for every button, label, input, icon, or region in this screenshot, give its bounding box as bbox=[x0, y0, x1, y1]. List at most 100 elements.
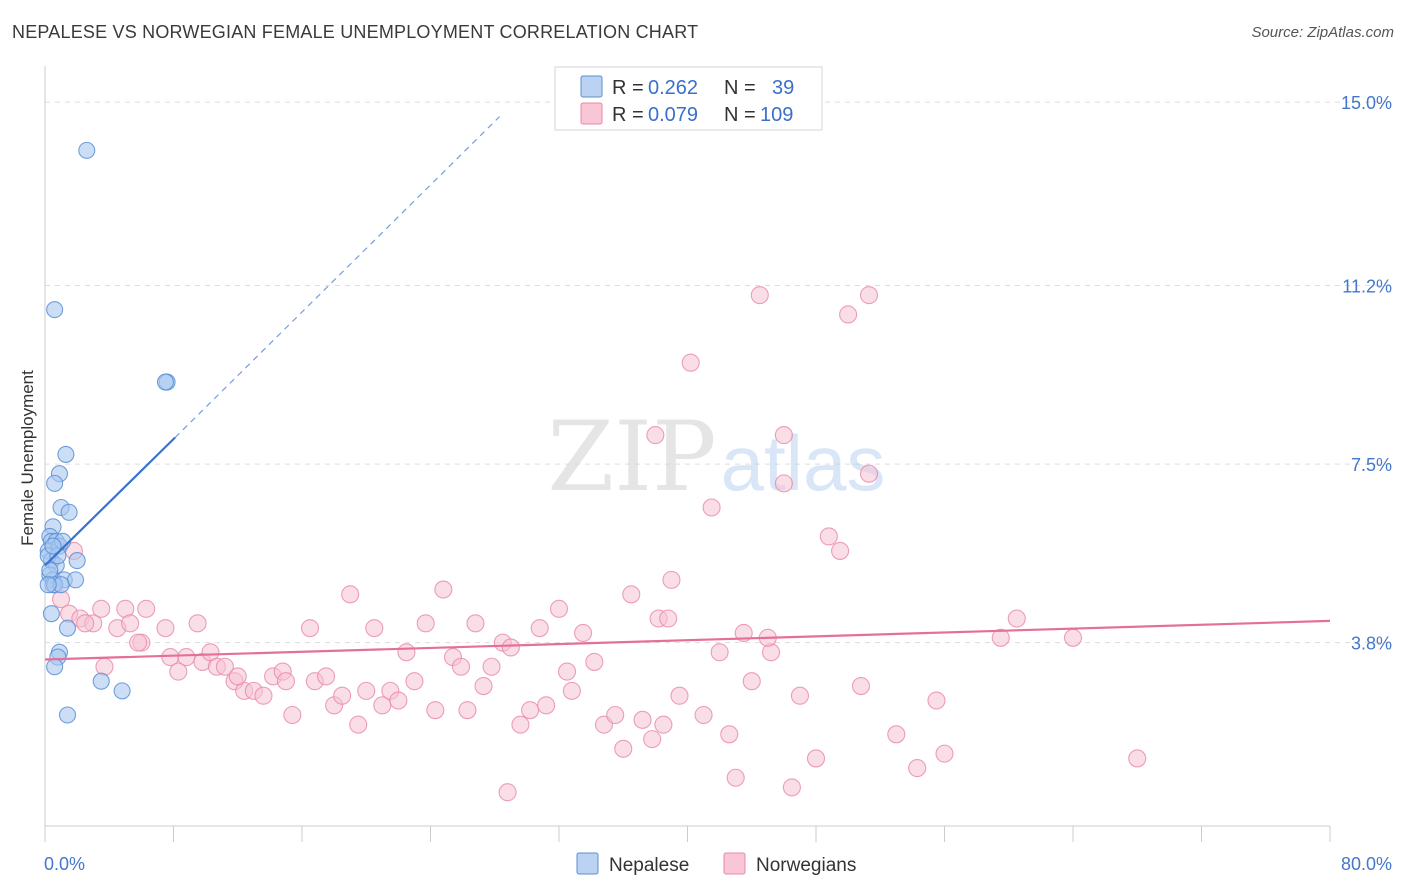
norwegians-point bbox=[129, 633, 148, 652]
norwegians-point bbox=[782, 778, 801, 797]
norwegians-point bbox=[76, 614, 95, 633]
norwegians-point bbox=[1128, 749, 1147, 768]
norwegians-point bbox=[537, 696, 556, 715]
norwegians-point bbox=[774, 426, 793, 445]
norwegians-point bbox=[574, 623, 593, 643]
x-tick-label-end: 80.0% bbox=[1341, 854, 1392, 874]
norwegians-point bbox=[670, 686, 689, 705]
norwegians-point bbox=[397, 643, 416, 662]
norwegians-point bbox=[451, 657, 471, 676]
norwegians-point bbox=[188, 614, 207, 633]
norwegians-point bbox=[389, 691, 408, 710]
norwegians-point bbox=[501, 638, 520, 657]
nepalese-trend-extension bbox=[174, 116, 500, 438]
nepalese-point bbox=[44, 537, 62, 555]
norwegians-point bbox=[530, 619, 549, 638]
norwegians-point bbox=[887, 725, 906, 744]
norwegians-point bbox=[1063, 628, 1083, 647]
norwegians-point bbox=[357, 681, 376, 700]
norwegians-point bbox=[851, 677, 871, 696]
norwegians-point bbox=[341, 585, 360, 604]
norwegians-point bbox=[819, 527, 838, 546]
norwegians-point bbox=[726, 768, 745, 787]
nepalese-point bbox=[60, 503, 78, 521]
legend-n-value: 39 bbox=[772, 77, 794, 99]
nepalese-point bbox=[68, 552, 86, 570]
norwegians-point bbox=[557, 662, 577, 681]
tick-labels: 3.8% 7.5% 11.2% 15.0% 0.0% 80.0% bbox=[44, 93, 1392, 874]
nepalese-point bbox=[58, 706, 77, 724]
norwegians-point bbox=[806, 749, 826, 768]
norwegians-point bbox=[458, 701, 477, 720]
nepalese-point bbox=[42, 605, 60, 623]
nepalese-point bbox=[78, 141, 96, 159]
legend-r-value: 0.262 bbox=[648, 77, 698, 99]
norwegians-point bbox=[333, 686, 352, 705]
legend-swatch-norwegians bbox=[580, 102, 603, 125]
nepalese-point bbox=[57, 445, 75, 463]
norwegians-point bbox=[276, 672, 295, 691]
norwegians-point bbox=[466, 614, 485, 633]
norwegians-point bbox=[710, 643, 729, 662]
nepalese-point bbox=[46, 301, 64, 319]
norwegians-point bbox=[646, 426, 665, 445]
norwegians-point bbox=[92, 599, 111, 618]
norwegians-point bbox=[681, 353, 700, 372]
watermark-zip: ZIP bbox=[547, 401, 716, 513]
nepalese-point bbox=[156, 373, 175, 391]
norwegians-point bbox=[585, 652, 604, 671]
norwegians-point bbox=[927, 691, 946, 710]
norwegians-point bbox=[742, 672, 761, 691]
norwegians-point bbox=[908, 759, 927, 778]
norwegians-points bbox=[52, 286, 1147, 802]
bottom-legend-nepalese: Nepalese bbox=[609, 855, 689, 876]
legend-box: R = 0.262 N = 39 R = 0.079 N = 109 bbox=[554, 66, 823, 131]
axes bbox=[44, 66, 1331, 842]
bottom-legend-swatch-nepalese bbox=[576, 852, 599, 875]
norwegians-point bbox=[300, 619, 320, 638]
nepalese-point bbox=[113, 682, 131, 700]
norwegians-point bbox=[254, 686, 273, 705]
legend-n-value: 109 bbox=[760, 104, 793, 126]
source-label: Source: ZipAtlas.com bbox=[1251, 24, 1394, 41]
norwegians-point bbox=[734, 623, 753, 643]
norwegians-point bbox=[283, 705, 302, 725]
bottom-legend-swatch-norwegians bbox=[723, 852, 746, 875]
norwegians-point bbox=[156, 619, 175, 638]
legend-swatch-nepalese bbox=[580, 75, 603, 98]
norwegians-point bbox=[1007, 609, 1026, 628]
norwegians-point bbox=[405, 672, 424, 691]
norwegians-point bbox=[774, 474, 793, 493]
norwegians-point bbox=[121, 614, 140, 633]
chart-title: NEPALESE VS NORWEGIAN FEMALE UNEMPLOYMEN… bbox=[12, 22, 699, 42]
norwegians-point bbox=[643, 730, 662, 749]
norwegians-point bbox=[434, 580, 453, 599]
norwegians-point bbox=[859, 464, 879, 483]
norwegians-point bbox=[562, 681, 581, 700]
norwegians-point bbox=[95, 657, 114, 676]
norwegians-point bbox=[790, 686, 809, 705]
norwegians-point bbox=[177, 648, 196, 667]
norwegians-point bbox=[935, 744, 954, 763]
legend-r-label: R = bbox=[612, 104, 644, 126]
norwegians-point bbox=[498, 783, 517, 802]
legend-n-label: N = bbox=[724, 77, 756, 99]
norwegians-point bbox=[482, 657, 501, 676]
legend-r-value: 0.079 bbox=[648, 104, 698, 126]
norwegians-point bbox=[511, 715, 530, 734]
norwegians-trend-line bbox=[44, 619, 1331, 661]
y-tick-label: 11.2% bbox=[1342, 277, 1392, 297]
bottom-legend-norwegians: Norwegians bbox=[756, 855, 856, 876]
trend-lines bbox=[44, 116, 1331, 661]
norwegians-point bbox=[991, 628, 1010, 647]
norwegians-point bbox=[750, 286, 769, 305]
norwegians-point bbox=[622, 585, 641, 604]
nepalese-point bbox=[92, 672, 110, 690]
norwegians-point bbox=[215, 657, 234, 676]
norwegians-point bbox=[474, 677, 493, 696]
norwegians-point bbox=[416, 614, 435, 633]
y-axis-title: Female Unemployment bbox=[18, 370, 37, 546]
norwegians-point bbox=[720, 725, 739, 744]
bottom-legend: Nepalese Norwegians bbox=[576, 852, 856, 876]
